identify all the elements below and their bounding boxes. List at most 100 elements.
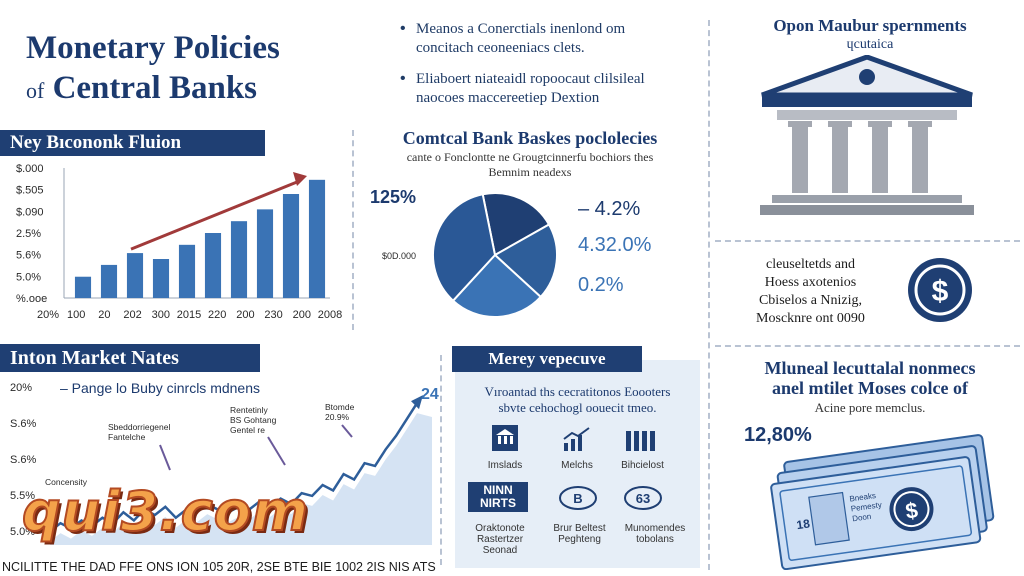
y-tick-label: 2.5% xyxy=(16,228,41,240)
mluneal-heading: Mluneal lecuttalal nonmecs anel mtilet M… xyxy=(764,358,976,398)
line-area xyxy=(50,413,432,545)
annotation-text: Rentetinly xyxy=(230,405,269,415)
x-tick-label: 100 xyxy=(67,309,85,321)
pie-slice xyxy=(451,253,543,318)
y-tick-label: 5.5% xyxy=(10,490,35,502)
divider xyxy=(715,345,1020,347)
money-card-text2: Pemesty xyxy=(850,500,882,513)
y-tick-label: $.000 xyxy=(16,163,44,175)
central-policies-title: Comtcal Bank Baskes poclolecies xyxy=(402,128,658,148)
bar xyxy=(308,179,326,298)
x-tick-label: 200 xyxy=(236,309,254,321)
pie-legend-value: 0.2% xyxy=(578,274,624,296)
bar xyxy=(126,253,144,298)
x-tick-label: 202 xyxy=(123,309,141,321)
line-chart: – Pange lo Buby cinrcls mdnens 20% S.6% S.6… xyxy=(2,380,439,574)
pie-legend-value: – 4.2% xyxy=(578,198,640,220)
line-end-label: 24 xyxy=(421,386,439,403)
y-tick-label: $.505 xyxy=(16,185,44,197)
y-tick-label: S.6% xyxy=(10,418,37,430)
bullet-item: • Eliaboert niateaidl ropoocaut clilsile… xyxy=(400,70,645,106)
x-tick-label: 20% xyxy=(37,309,59,321)
y-tick-label: $.090 xyxy=(16,206,44,218)
money-card-text3: Doon xyxy=(852,512,872,524)
annotation-text: BS Gohtang xyxy=(230,415,277,425)
icon-label: Bihcielost xyxy=(621,460,664,471)
bullet-dot: • xyxy=(400,20,406,37)
annotation-text: Gentel re xyxy=(230,425,265,435)
divider xyxy=(440,355,442,565)
annotation-text: Concensity xyxy=(45,477,88,487)
x-tick-label: 220 xyxy=(208,309,226,321)
x-tick-label: 2015 xyxy=(177,309,201,321)
bar xyxy=(100,264,118,298)
bar xyxy=(178,244,196,298)
bullet-dot: • xyxy=(400,70,406,87)
icon-label: Imslads xyxy=(487,460,523,471)
section-banner-money: Merey vepecuve xyxy=(452,346,642,372)
y-tick-label: 5.6% xyxy=(16,250,41,262)
pie-slice xyxy=(493,223,558,299)
bar xyxy=(74,276,92,298)
annotation-pointer xyxy=(159,444,171,471)
annotation-pointer xyxy=(341,424,353,438)
svg-text:$: $ xyxy=(932,275,949,308)
y-tick-label: 20% xyxy=(10,382,32,394)
y-tick-label: %.ooe xyxy=(16,293,47,305)
icon-bottom-label: Munomendes tobolans xyxy=(624,523,686,545)
annotation-text: Fantelche xyxy=(108,432,146,442)
growth-chart-icon xyxy=(563,427,590,451)
pie-slice xyxy=(481,192,551,257)
icon-label: Melchs xyxy=(561,460,593,471)
pie-slice xyxy=(432,193,497,303)
bullet-item: • Meanos a Conerctials inenlond om conci… xyxy=(400,20,626,56)
money-card-num: 18 xyxy=(796,516,811,532)
page-title: Monetary Policies of Central Banks xyxy=(26,28,356,111)
x-tick-label: 200 xyxy=(293,309,311,321)
section-banner-market-rates: Inton Market Nates xyxy=(0,344,260,372)
pie-chart: 125% $0D.000 – 4.2% 4.32.0% 0.2% xyxy=(370,187,652,318)
x-tick-label: 2008 xyxy=(318,309,342,321)
mluneal-sub: Acine pore memclus. xyxy=(814,400,926,415)
watermark: qui3.com xyxy=(21,479,310,544)
trend-arrow xyxy=(130,180,298,251)
money-description: Vıroantad ths cecratitonos Eoooters sbvt… xyxy=(484,384,671,415)
line-chart-subtitle: – Pange lo Buby cinrcls mdnens xyxy=(60,380,260,396)
annotation-pointer xyxy=(267,436,286,466)
svg-text:B: B xyxy=(573,491,582,506)
divider xyxy=(708,20,710,570)
y-tick-label: S.6% xyxy=(10,454,37,466)
eye-icon: B xyxy=(559,486,597,510)
title-line-2: of Central Banks xyxy=(26,70,258,106)
bar xyxy=(152,259,170,298)
pie-left-label: 125% xyxy=(370,187,416,207)
title-line-1: Monetary Policies xyxy=(26,30,280,66)
bar xyxy=(256,209,274,298)
line-arrow-head xyxy=(411,395,423,410)
line-annotation: Concensity xyxy=(45,477,88,487)
annotation-text: 20.9% xyxy=(325,412,350,422)
bank-icon xyxy=(492,425,518,451)
divider xyxy=(352,130,354,330)
dollar-description: cleuseltetds and Hoess axotenios Cbiselo… xyxy=(756,257,865,326)
money-card-text1: Bneaks xyxy=(849,491,877,504)
eye-icon: 63 xyxy=(624,486,662,510)
bar xyxy=(230,221,248,298)
line-series xyxy=(49,402,419,533)
bank-building-icon xyxy=(760,55,974,215)
bar xyxy=(204,233,222,298)
box-label: NINN NIRTS xyxy=(468,482,528,512)
money-panel xyxy=(455,360,700,568)
svg-text:63: 63 xyxy=(636,491,650,506)
icon-bottom-label: Oraktonote Rastertzer Seonad xyxy=(475,523,525,556)
y-tick-label: 5.0% xyxy=(16,271,41,283)
pie-legend-value: 4.32.0% xyxy=(578,234,652,256)
x-axis-label: NCILITTE THE DAD FFE ONS ION 105 20R, 2S… xyxy=(2,560,436,574)
opon-title: Opon Maubur spernments ɥcutaica xyxy=(773,16,967,52)
dollar-circle-icon: $ xyxy=(908,258,972,322)
bar xyxy=(282,194,300,298)
title-prefix: of xyxy=(26,78,45,103)
